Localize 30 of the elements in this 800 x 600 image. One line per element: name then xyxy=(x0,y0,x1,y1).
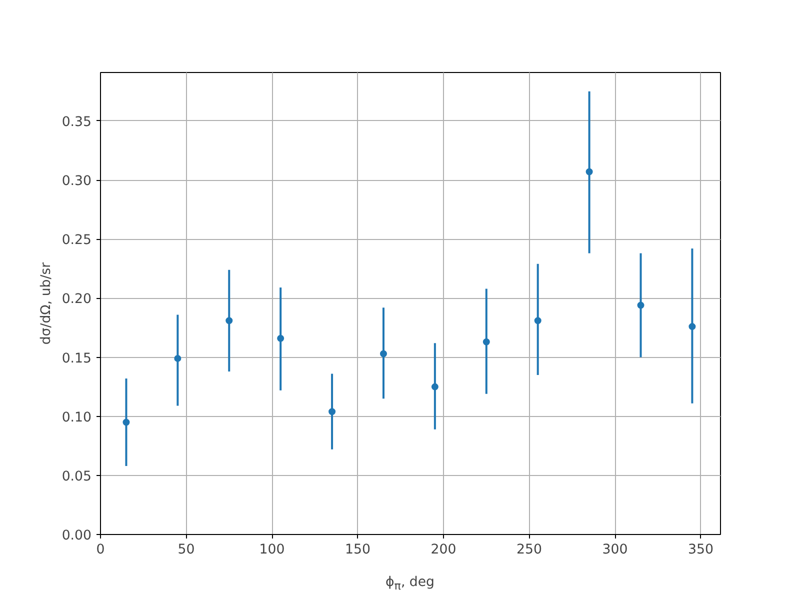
point xyxy=(431,383,438,390)
y-tick-label: 0.15 xyxy=(62,351,92,366)
x-tick-label: 250 xyxy=(516,542,542,558)
point xyxy=(688,323,696,330)
x-tick-label: 300 xyxy=(602,542,628,558)
y-tick-label: 0.30 xyxy=(62,174,92,190)
x-tick-label: 350 xyxy=(688,542,714,558)
y-axis-title: dσ/dΩ, ub/sr xyxy=(38,262,54,345)
y-tick-label: 0.20 xyxy=(62,292,92,308)
x-tick-label: 150 xyxy=(345,542,370,558)
point xyxy=(174,354,182,362)
x-tick-label: 0 xyxy=(96,542,105,558)
y-tick-label: 0.05 xyxy=(62,469,92,484)
point xyxy=(122,418,130,426)
x-tick-label: 50 xyxy=(178,542,195,558)
y-tick-label: 0.35 xyxy=(62,114,92,130)
x-tick-label: 100 xyxy=(259,542,285,558)
point xyxy=(380,350,387,358)
y-tick-label: 0.00 xyxy=(62,528,92,544)
point xyxy=(637,302,644,309)
point xyxy=(277,334,284,342)
point xyxy=(226,317,233,324)
x-axis-title: ϕ$_{π}$, deg xyxy=(386,574,434,594)
x-tick-label: 200 xyxy=(430,542,456,558)
point xyxy=(482,338,490,346)
point xyxy=(586,168,593,176)
y-tick-label: 0.25 xyxy=(62,233,92,248)
point xyxy=(534,317,542,324)
y-tick-label: 0.10 xyxy=(62,410,92,426)
point xyxy=(328,408,336,416)
